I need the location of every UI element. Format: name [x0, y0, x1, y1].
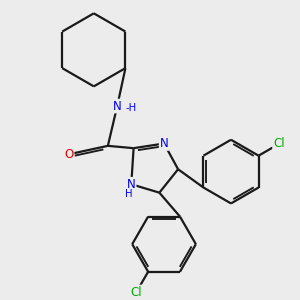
Text: N: N — [113, 100, 122, 112]
Text: N: N — [127, 178, 136, 191]
Text: N: N — [160, 137, 168, 150]
Text: -H: -H — [126, 103, 137, 113]
Text: Cl: Cl — [273, 137, 285, 151]
Text: O: O — [64, 148, 74, 161]
Text: Cl: Cl — [130, 286, 142, 298]
Text: H: H — [125, 189, 133, 199]
